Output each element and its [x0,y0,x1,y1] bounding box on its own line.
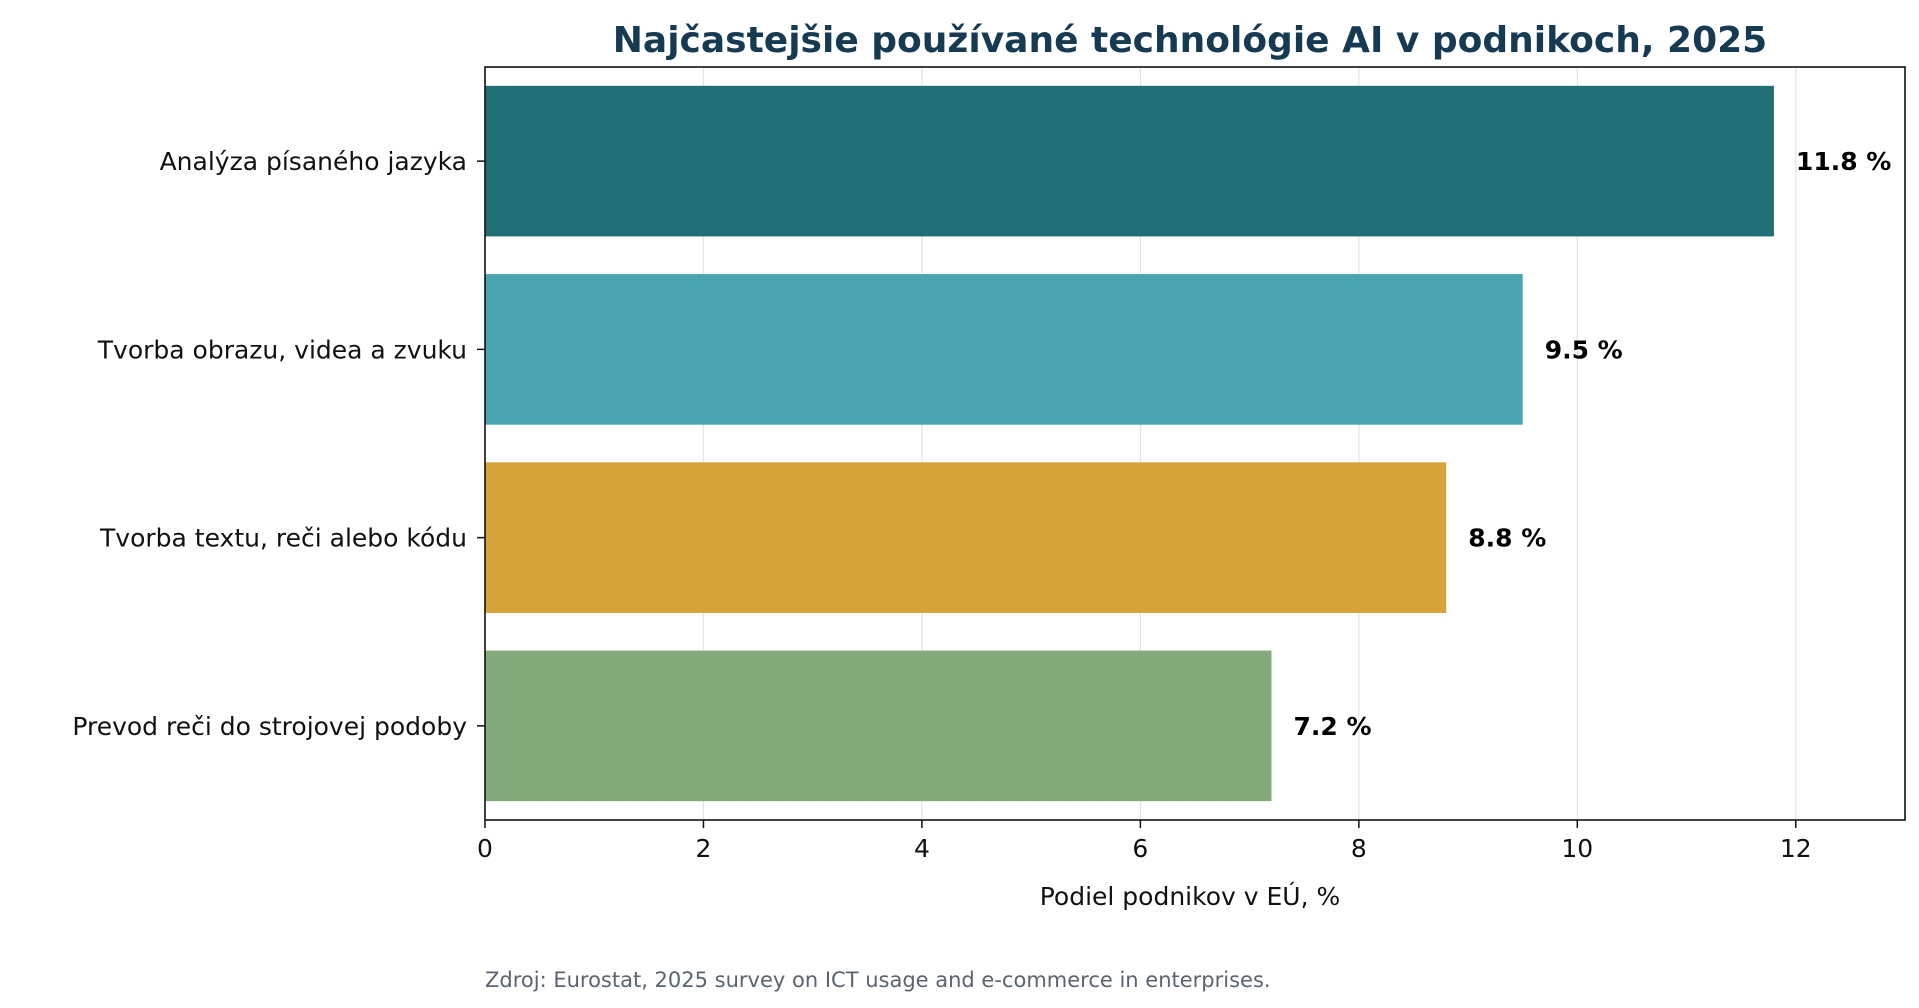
bar-3 [485,650,1272,802]
value-label-3: 7.2 % [1293,712,1371,741]
chart-title: Najčastejšie používané technológie AI v … [613,20,1767,61]
bars [485,85,1774,802]
x-tick-label-0: 0 [477,834,493,863]
x-tick-label-6: 12 [1780,834,1812,863]
bar-1 [485,274,1523,425]
x-axis-label: Podiel podnikov v EÚ, % [1040,881,1341,911]
category-label-1: Tvorba obrazu, videa a zvuku [97,335,467,364]
labels: Analýza písaného jazyka 11.8 % Tvorba obra… [72,147,1891,863]
plot-frame [484,66,1906,821]
x-tick-label-2: 4 [914,834,930,863]
category-label-0: Analýza písaného jazyka [160,147,467,176]
x-tick-label-5: 10 [1561,834,1593,863]
bar-0 [485,85,1774,237]
x-tick-label-4: 8 [1351,834,1367,863]
category-label-2: Tvorba textu, reči alebo kódu [99,524,467,553]
plot-border [484,66,1906,821]
category-label-3: Prevod reči do strojovej podoby [72,712,467,741]
ticks [477,160,1797,828]
value-label-0: 11.8 % [1796,147,1891,176]
source-note: Zdroj: Eurostat, 2025 survey on ICT usag… [485,968,1271,992]
bar-2 [485,462,1447,613]
x-tick-label-1: 2 [696,834,712,863]
x-tick-label-3: 6 [1132,834,1148,863]
value-label-1: 9.5 % [1545,335,1623,364]
value-label-2: 8.8 % [1468,524,1546,553]
